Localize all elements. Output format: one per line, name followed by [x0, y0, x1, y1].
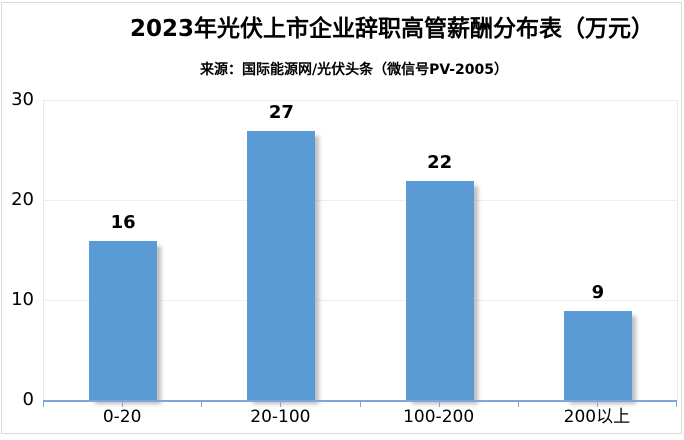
- x-axis-tick: [43, 402, 44, 407]
- x-axis-category-label: 200以上: [563, 407, 631, 427]
- y-axis-tick-label-10: 10: [11, 289, 34, 310]
- y-axis-tick-label-20: 20: [11, 189, 34, 210]
- bar-value-label: 27: [268, 102, 294, 123]
- x-axis-category-label: 100-200: [403, 407, 475, 427]
- gridline-y-10: [44, 300, 677, 301]
- x-axis-tick: [596, 402, 598, 407]
- bar-20-100: [247, 131, 316, 401]
- x-axis-tick: [201, 402, 203, 407]
- x-axis-tick: [438, 402, 440, 407]
- bar-0-20: [89, 241, 158, 401]
- bar-value-label: 22: [427, 152, 453, 173]
- gridline-y-20: [44, 200, 677, 201]
- bar-200以上: [563, 311, 632, 401]
- x-axis-category-label: 20-100: [250, 407, 311, 427]
- y-axis-tick-label-30: 30: [11, 89, 34, 110]
- bar-value-label: 9: [591, 282, 605, 303]
- x-axis-tick: [359, 402, 361, 407]
- chart-source-subtitle: 来源：国际能源网/光伏头条（微信号PV-2005）: [200, 62, 508, 78]
- x-axis-line: [43, 400, 677, 402]
- plot-area: 16 27 22 9: [43, 100, 678, 401]
- x-axis-category-label: 0-20: [102, 407, 142, 427]
- chart-title: 2023年光伏上市企业辞职高管薪酬分布表（万元）: [129, 16, 654, 42]
- x-axis-tick: [676, 402, 677, 407]
- x-axis-tick: [122, 402, 124, 407]
- y-axis-tick-label-0: 0: [22, 389, 34, 410]
- bar-value-label: 16: [110, 212, 136, 233]
- x-axis-tick: [517, 402, 519, 407]
- x-axis-tick: [280, 402, 282, 407]
- bar-100-200: [405, 181, 474, 401]
